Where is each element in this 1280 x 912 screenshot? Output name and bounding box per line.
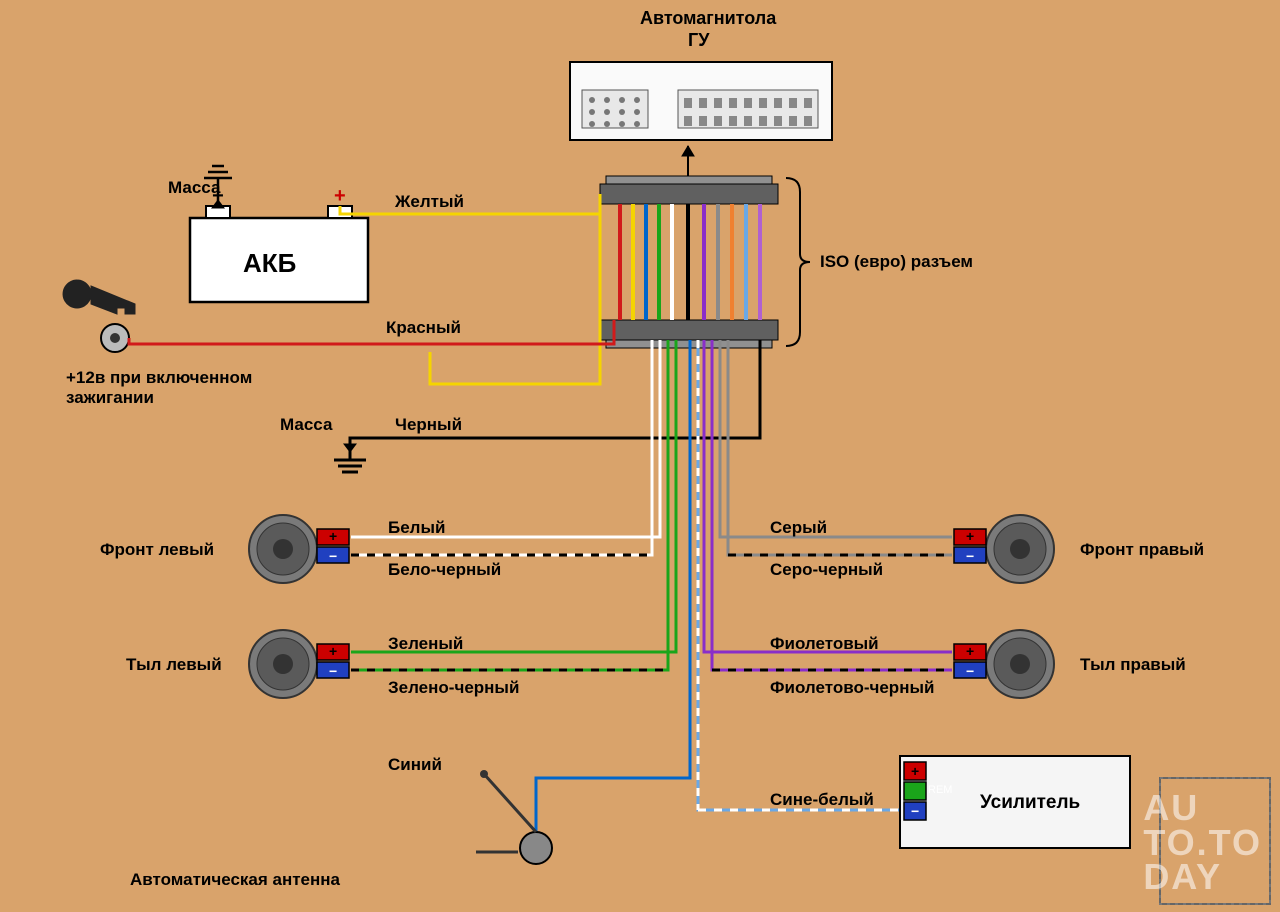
label-red: Красный [386,318,461,338]
svg-text:−: − [911,803,919,819]
label-blue: Синий [388,755,442,775]
label-massa-mid: Масса [280,415,332,435]
label-rem: REM [928,784,952,796]
label-wb: Бело-черный [388,560,501,580]
diagram-svg: −++−+−+−+−+− [0,0,1280,912]
label-green: Зеленый [388,634,463,654]
label-gb: Серо-черный [770,560,883,580]
svg-text:+: + [329,643,337,659]
label-fr: Фронт правый [1080,540,1204,560]
svg-text:+: + [329,528,337,544]
label-bw: Сине-белый [770,790,874,810]
label-iso: ISO (евро) разъем [820,252,973,272]
svg-text:+: + [911,763,919,779]
svg-text:+: + [334,185,346,207]
svg-text:−: − [966,548,974,564]
label-black: Черный [395,415,462,435]
svg-text:+: + [966,528,974,544]
label-fl: Фронт левый [100,540,214,560]
svg-text:+: + [966,643,974,659]
title-line1: Автомагнитола [640,8,776,29]
label-white: Белый [388,518,445,538]
svg-text:−: − [966,663,974,679]
label-ign1: +12в при включенном [66,368,252,388]
label-massa-top: Масса [168,178,220,198]
svg-text:−: − [329,548,337,564]
label-violet: Фиолетовый [770,634,879,654]
label-gnb: Зелено-черный [388,678,519,698]
svg-text:−: − [329,663,337,679]
watermark: AU TO.TO DAY [1143,791,1262,894]
label-grey: Серый [770,518,827,538]
label-yellow: Желтый [395,192,464,212]
label-ant: Автоматическая антенна [130,870,340,890]
label-ign2: зажигании [66,388,154,408]
label-vb: Фиолетово-черный [770,678,934,698]
label-rr: Тыл правый [1080,655,1186,675]
label-rl: Тыл левый [126,655,222,675]
title-line2: ГУ [688,30,709,51]
label-amp: Усилитель [980,792,1080,814]
label-akb: АКБ [243,248,296,279]
